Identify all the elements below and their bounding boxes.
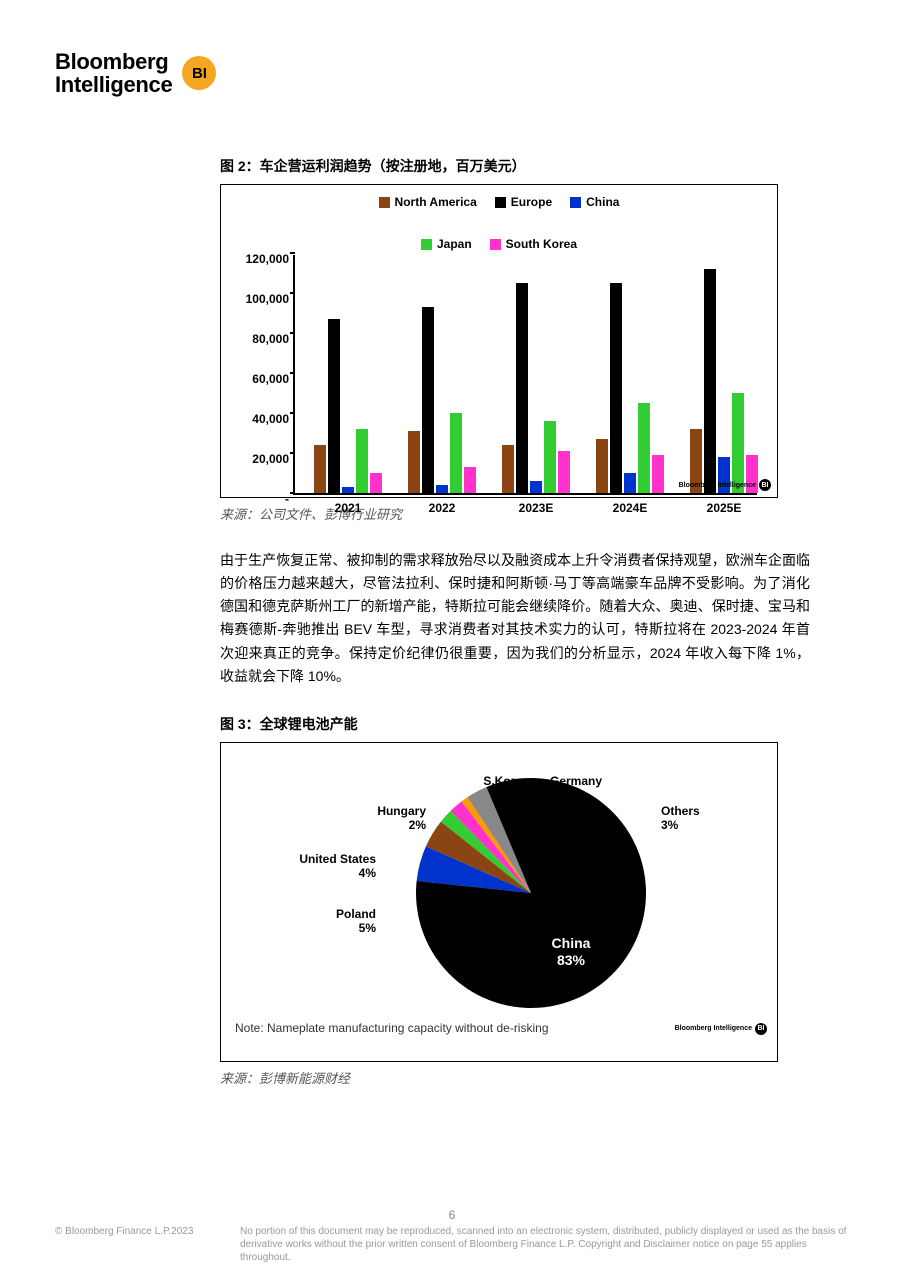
legend-swatch bbox=[570, 197, 581, 208]
bar-group: 2024E bbox=[596, 283, 664, 493]
pie-slice-pct: 2% bbox=[409, 818, 427, 832]
x-tick-label: 2023E bbox=[502, 501, 570, 515]
pie-slice-label: Others bbox=[661, 804, 700, 818]
bar bbox=[356, 429, 368, 493]
page-number: 6 bbox=[0, 1208, 904, 1222]
y-tick-label: - bbox=[231, 492, 289, 506]
bi-dot-icon: BI bbox=[759, 479, 771, 491]
bi-dot-icon: BI bbox=[755, 1023, 767, 1035]
x-tick-label: 2022 bbox=[408, 501, 476, 515]
footer: © Bloomberg Finance L.P.2023 No portion … bbox=[55, 1225, 849, 1264]
bar-group: 2021 bbox=[314, 319, 382, 493]
bar-group: 2022 bbox=[408, 307, 476, 493]
legend-label: China bbox=[586, 195, 619, 209]
logo-text: Bloomberg Intelligence bbox=[55, 50, 172, 96]
footer-copyright: © Bloomberg Finance L.P.2023 bbox=[55, 1225, 200, 1264]
pie-slice-pct: 1% bbox=[567, 788, 585, 802]
bi-tag-text: Bloomberg Intelligence bbox=[675, 1025, 752, 1032]
x-tick-label: 2021 bbox=[314, 501, 382, 515]
legend-item: North America bbox=[379, 195, 477, 209]
bar bbox=[596, 439, 608, 493]
figure2-chart: North America Europe China Japan South Korea… bbox=[220, 184, 778, 498]
figure3-pie: Poland5%United States4%Hungary2%S.Korea2… bbox=[231, 753, 767, 1015]
legend-label: Japan bbox=[437, 237, 472, 251]
figure2-legend: North America Europe China Japan South Korea bbox=[233, 195, 765, 251]
legend-label: Europe bbox=[511, 195, 552, 209]
bar bbox=[732, 393, 744, 493]
bar bbox=[638, 403, 650, 493]
figure3-note: Note: Nameplate manufacturing capacity w… bbox=[231, 1021, 549, 1035]
legend-swatch bbox=[421, 239, 432, 250]
y-tick-label: 120,000 bbox=[231, 252, 289, 266]
y-tick-label: 40,000 bbox=[231, 412, 289, 426]
pie-slice-pct: 3% bbox=[661, 818, 679, 832]
y-tick-label: 60,000 bbox=[231, 372, 289, 386]
bar bbox=[342, 487, 354, 493]
y-tick-label: 100,000 bbox=[231, 292, 289, 306]
bar bbox=[408, 431, 420, 493]
legend-item: Europe bbox=[495, 195, 552, 209]
figure2-plot: -20,00040,00060,00080,000100,000120,0002… bbox=[293, 255, 757, 495]
bar bbox=[610, 283, 622, 493]
pie-slice-label: United States bbox=[299, 852, 376, 866]
bar bbox=[530, 481, 542, 493]
pie-slice-label: S.Korea bbox=[483, 774, 529, 788]
legend-label: South Korea bbox=[506, 237, 577, 251]
bar-group: 2023E bbox=[502, 283, 570, 493]
pie-slice-pct: 2% bbox=[497, 788, 515, 802]
pie-slice-pct: 83% bbox=[557, 952, 586, 968]
figure3-source: 来源：彭博新能源财经 bbox=[220, 1068, 810, 1087]
bar-group: 2025E bbox=[690, 269, 758, 493]
x-tick-label: 2024E bbox=[596, 501, 664, 515]
bi-tag-text: Bloomberg Intelligence bbox=[679, 482, 756, 489]
bi-tag-icon: Bloomberg Intelligence BI bbox=[679, 479, 771, 491]
bar bbox=[436, 485, 448, 493]
bi-tag-icon: Bloomberg Intelligence BI bbox=[675, 1023, 767, 1035]
legend-swatch bbox=[379, 197, 390, 208]
bar bbox=[328, 319, 340, 493]
bar bbox=[314, 445, 326, 493]
pie-slice-pct: 4% bbox=[359, 866, 377, 880]
bar bbox=[704, 269, 716, 493]
legend-item: South Korea bbox=[490, 237, 577, 251]
pie-slice-label: Hungary bbox=[377, 804, 426, 818]
figure3-chart: Poland5%United States4%Hungary2%S.Korea2… bbox=[220, 742, 778, 1062]
pie-slice-pct: 5% bbox=[359, 921, 377, 935]
figure2-title: 图 2：车企营运利润趋势（按注册地，百万美元） bbox=[220, 156, 810, 176]
bar bbox=[624, 473, 636, 493]
footer-disclaimer: No portion of this document may be repro… bbox=[240, 1225, 849, 1264]
logo-line2: Intelligence bbox=[55, 73, 172, 96]
bar bbox=[370, 473, 382, 493]
y-tick-label: 20,000 bbox=[231, 452, 289, 466]
figure3-title: 图 3：全球锂电池产能 bbox=[220, 714, 810, 734]
body-paragraph: 由于生产恢复正常、被抑制的需求释放殆尽以及融资成本上升令消费者保持观望，欧洲车企… bbox=[220, 549, 810, 688]
logo-line1: Bloomberg bbox=[55, 50, 172, 73]
bar bbox=[516, 283, 528, 493]
bar bbox=[464, 467, 476, 493]
legend-item: China bbox=[570, 195, 619, 209]
document-page: Bloomberg Intelligence BI 图 2：车企营运利润趋势（按… bbox=[0, 0, 904, 1280]
x-tick-label: 2025E bbox=[690, 501, 758, 515]
legend-swatch bbox=[490, 239, 501, 250]
bar bbox=[558, 451, 570, 493]
bar bbox=[422, 307, 434, 493]
pie-slice-label: China bbox=[552, 935, 591, 951]
bar bbox=[544, 421, 556, 493]
pie-slice-label: Poland bbox=[336, 907, 376, 921]
y-tick-label: 80,000 bbox=[231, 332, 289, 346]
legend-item: Japan bbox=[421, 237, 472, 251]
legend-swatch bbox=[495, 197, 506, 208]
bar bbox=[652, 455, 664, 493]
logo-badge: BI bbox=[182, 56, 216, 90]
bar bbox=[502, 445, 514, 493]
bloomberg-logo: Bloomberg Intelligence BI bbox=[55, 50, 849, 96]
pie-slice-label: Germany bbox=[550, 774, 602, 788]
legend-label: North America bbox=[395, 195, 477, 209]
content-column: 图 2：车企营运利润趋势（按注册地，百万美元） North America Eur… bbox=[220, 156, 810, 1087]
bar bbox=[450, 413, 462, 493]
